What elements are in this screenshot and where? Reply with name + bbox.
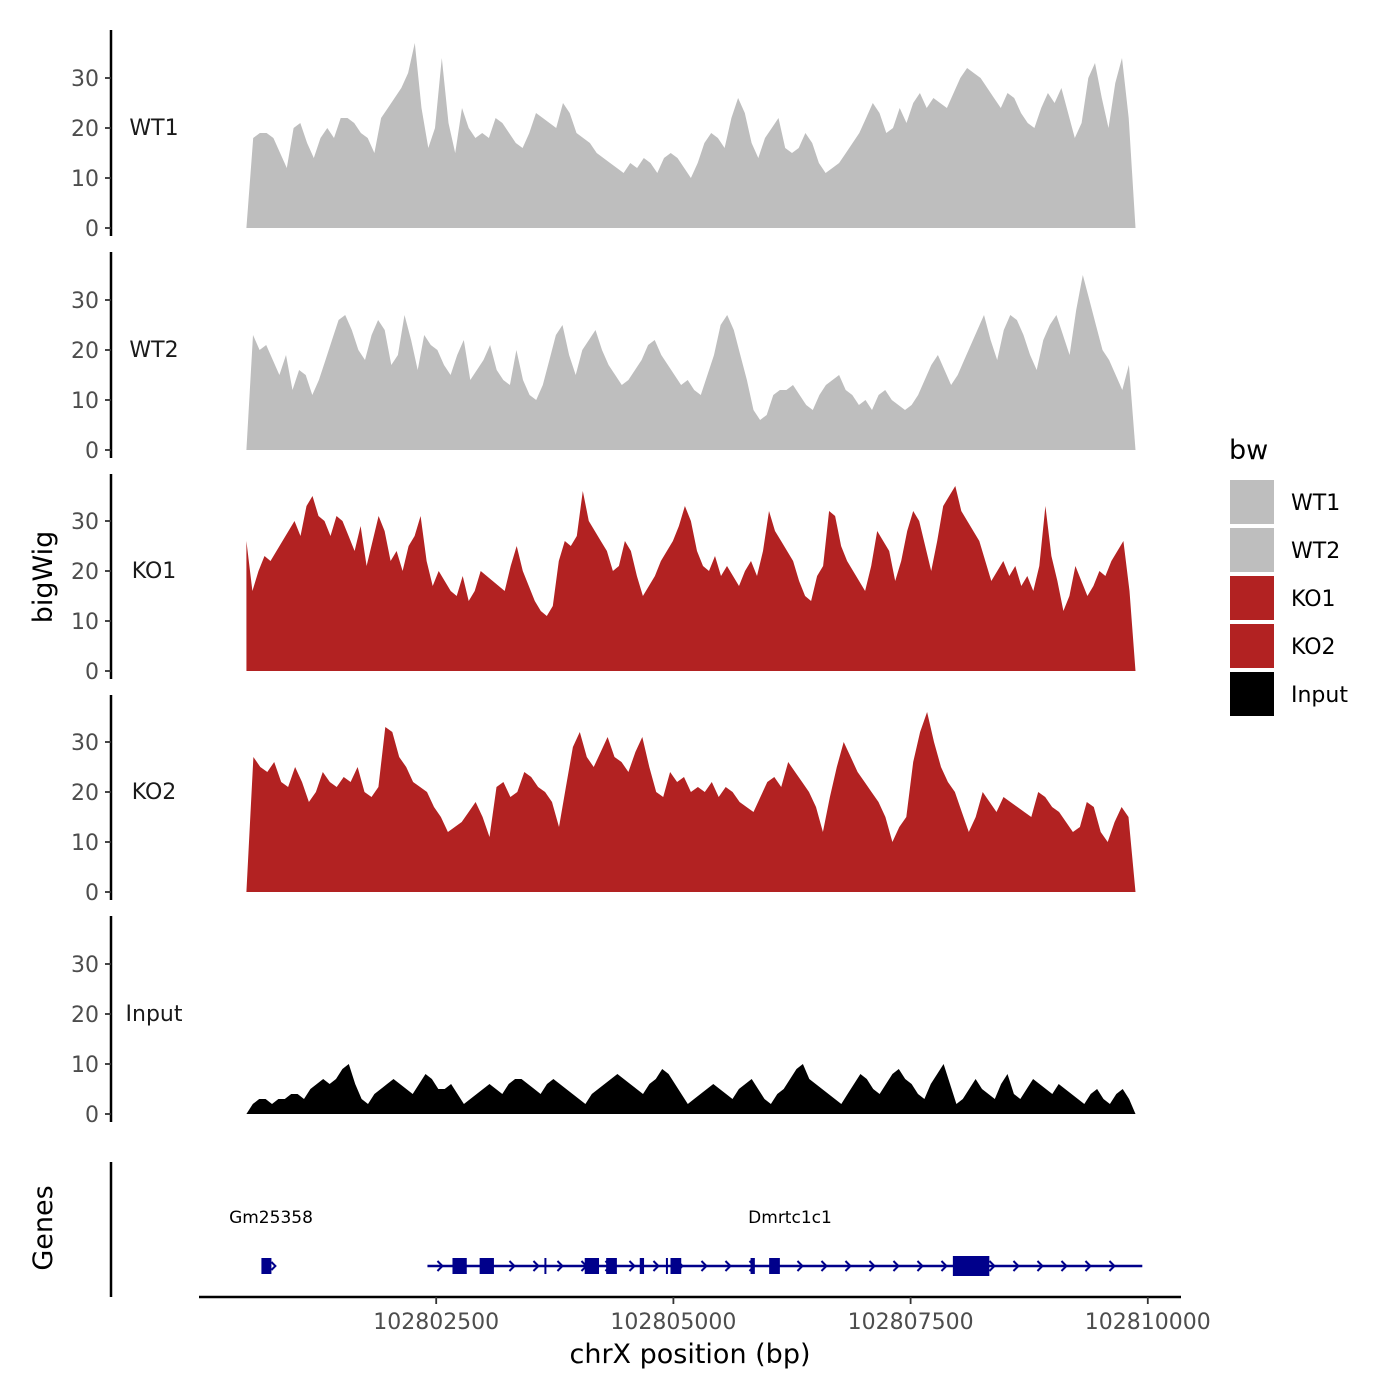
strand-arrow xyxy=(436,1260,444,1272)
strand-arrow xyxy=(796,1260,804,1272)
legend-entries: WT1 WT2 KO1 KO2 Input xyxy=(1230,480,1348,716)
strand-arrow xyxy=(270,1261,277,1271)
track-wt1: 0 10 20 30 WT1 xyxy=(71,30,1136,242)
x-tick-label: 102805000 xyxy=(610,1310,736,1335)
exon xyxy=(584,1258,600,1274)
strand-arrow xyxy=(652,1260,660,1272)
area-ko2 xyxy=(246,712,1136,892)
y-tick-label: 20 xyxy=(71,117,99,142)
legend-label-wt2: WT2 xyxy=(1291,539,1340,564)
strand-arrow xyxy=(916,1260,924,1272)
exon xyxy=(670,1258,682,1274)
legend-label-wt1: WT1 xyxy=(1291,491,1340,516)
genes-track-title: Genes xyxy=(28,1185,59,1270)
y-tick-label: 0 xyxy=(85,1103,99,1128)
exon xyxy=(606,1258,617,1274)
y-tick-label: 30 xyxy=(71,510,99,535)
exon xyxy=(952,1256,990,1276)
y-axis-title: bigWig xyxy=(28,531,59,624)
track-ko1: 0 10 20 30 KO1 xyxy=(71,474,1136,685)
x-tick-label: 102810000 xyxy=(1085,1310,1211,1335)
strand-arrow xyxy=(820,1260,828,1272)
x-axis: 102802500 102805000 102807500 102810000 chr… xyxy=(199,1295,1211,1370)
track-input: 0 10 20 30 Input xyxy=(71,916,1136,1128)
legend-swatch-wt1 xyxy=(1230,480,1274,524)
area-input xyxy=(246,1064,1136,1114)
y-tick-label: 0 xyxy=(85,881,99,906)
y-tick-label: 10 xyxy=(71,610,99,635)
y-tick-label: 20 xyxy=(71,1003,99,1028)
y-tick-label: 30 xyxy=(71,731,99,756)
y-tick-label: 10 xyxy=(71,831,99,856)
legend-label-ko1: KO1 xyxy=(1291,587,1336,612)
strand-arrow xyxy=(1036,1260,1044,1272)
signal-tracks: 0 10 20 30 WT1 0 10 20 30 WT2 0 10 20 30 KO1 0 10 20 30 KO2… xyxy=(71,30,1136,1128)
strand-arrow xyxy=(628,1260,636,1272)
y-tick-label: 10 xyxy=(71,167,99,192)
track-label-ko2: KO2 xyxy=(132,780,177,805)
gene-models xyxy=(261,1256,1143,1276)
track-wt2: 0 10 20 30 WT2 xyxy=(71,252,1136,464)
legend-swatch-wt2 xyxy=(1230,528,1274,572)
gene-label-dmrtc1c1: Dmrtc1c1 xyxy=(748,1208,832,1228)
exon xyxy=(639,1258,645,1274)
exon xyxy=(261,1258,272,1274)
legend-swatch-input xyxy=(1230,672,1274,716)
x-tick-label: 102807500 xyxy=(848,1310,974,1335)
y-tick-label: 30 xyxy=(71,953,99,978)
strand-arrow xyxy=(868,1260,876,1272)
exon xyxy=(769,1258,780,1274)
y-tick-label: 10 xyxy=(71,1053,99,1078)
track-label-wt2: WT2 xyxy=(129,338,178,363)
strand-arrow xyxy=(1084,1260,1092,1272)
exon xyxy=(479,1258,494,1274)
area-wt1 xyxy=(246,43,1136,228)
legend: bw WT1 WT2 KO1 KO2 Input xyxy=(1229,435,1348,716)
strand-arrow xyxy=(1012,1260,1020,1272)
strand-arrow xyxy=(700,1260,708,1272)
track-ko2: 0 10 20 30 KO2 xyxy=(71,695,1136,906)
y-tick-label: 10 xyxy=(71,389,99,414)
x-axis-title: chrX position (bp) xyxy=(569,1339,810,1370)
x-ticks: 102802500 102805000 102807500 102810000 xyxy=(373,1297,1211,1335)
track-label-input: Input xyxy=(126,1002,183,1027)
strand-arrow xyxy=(940,1260,948,1272)
strand-arrow xyxy=(724,1260,732,1272)
exon xyxy=(452,1258,467,1274)
track-label-wt1: WT1 xyxy=(129,116,178,141)
y-tick-label: 20 xyxy=(71,339,99,364)
area-wt2 xyxy=(246,275,1136,450)
y-tick-label: 20 xyxy=(71,781,99,806)
strand-arrow xyxy=(508,1260,516,1272)
legend-swatch-ko1 xyxy=(1230,576,1274,620)
strand-arrow xyxy=(892,1260,900,1272)
x-tick-label: 102802500 xyxy=(373,1310,499,1335)
strand-arrow xyxy=(556,1260,564,1272)
y-tick-label: 0 xyxy=(85,439,99,464)
strand-arrow xyxy=(532,1260,540,1272)
area-ko1 xyxy=(246,486,1136,671)
strand-arrow xyxy=(1060,1260,1068,1272)
strand-arrow xyxy=(988,1260,996,1272)
legend-label-ko2: KO2 xyxy=(1291,635,1336,660)
gene-label-gm25358: Gm25358 xyxy=(229,1208,313,1228)
y-tick-label: 30 xyxy=(71,289,99,314)
y-tick-label: 30 xyxy=(71,67,99,92)
track-label-ko1: KO1 xyxy=(132,559,177,584)
legend-swatch-ko2 xyxy=(1230,624,1274,668)
y-tick-label: 0 xyxy=(85,217,99,242)
strand-arrow xyxy=(844,1260,852,1272)
legend-title: bw xyxy=(1229,435,1268,466)
strand-arrow xyxy=(1108,1260,1116,1272)
y-tick-label: 20 xyxy=(71,560,99,585)
exon xyxy=(750,1258,755,1274)
genes-track: Genes Gm25358 Dmrtc1c1 xyxy=(28,1162,1143,1297)
legend-label-input: Input xyxy=(1291,683,1348,708)
y-tick-label: 0 xyxy=(85,660,99,685)
